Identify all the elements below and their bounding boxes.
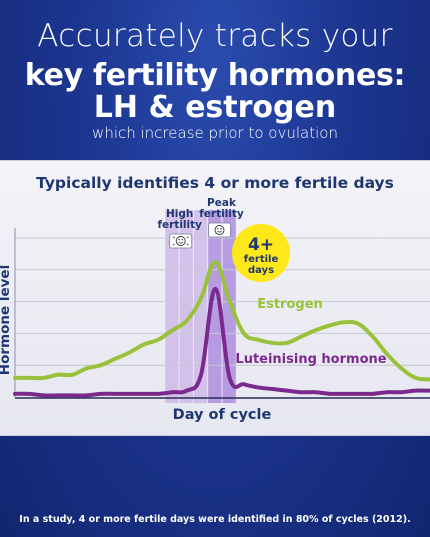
icon-mouth [217,230,222,233]
icon-frame [169,233,193,249]
icon-flash-mark [186,243,189,246]
y-axis-label: Hormone level [0,265,13,375]
icon-mouth [178,241,184,244]
x-axis-label: Day of cycle [173,407,272,423]
high-fertility-band [165,210,179,403]
headline-line-3: LH & estrogen [93,90,337,125]
fertile-days-badge [232,224,290,282]
estrogen-label: Estrogen [257,297,323,312]
peak-fertility-band [208,210,222,403]
icon-frame [208,222,231,238]
headline-line-2: key fertility hormones: [24,58,406,93]
lh-label: Luteinising hormone [235,352,386,367]
badge-line-1: fertile [244,254,279,265]
icon-face [175,236,186,246]
headline-subtitle: which increase prior to ovulation [92,124,338,142]
peak-fertility-label: fertility [199,208,244,220]
estrogen-line [13,259,430,382]
smiley-icon [208,222,231,238]
badge-number: 4+ [248,235,274,255]
icon-flash-mark [186,236,189,239]
headline-line-1: Accurately tracks your [37,18,393,54]
icon-eye [217,228,219,230]
high-fertility-band [179,210,193,403]
icon-flash-mark [172,243,175,246]
icon-flash-mark [172,236,175,239]
lh-line [13,286,430,398]
high-fertility-label: High [166,208,193,220]
badge-line-2: days [248,265,274,276]
icon-eye [220,228,222,230]
peak-fertility-label: Peak [207,197,237,209]
chart-title: Typically identifies 4 or more fertile d… [36,174,394,192]
icon-face [214,225,225,235]
icon-eye [178,239,180,241]
high-fertility-label: fertility [157,219,202,231]
icon-eye [181,239,184,241]
flashing-smiley-icon [169,233,193,249]
study-footnote: In a study, 4 or more fertile days were … [19,514,411,525]
